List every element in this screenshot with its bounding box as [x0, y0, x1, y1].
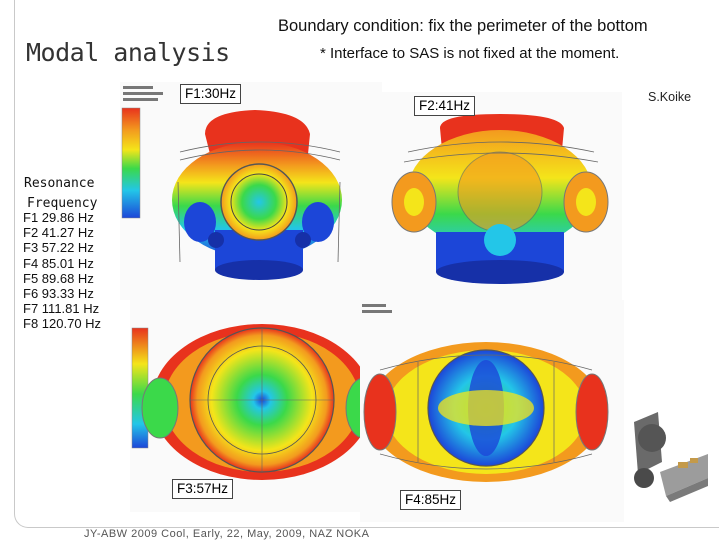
author-name: S.Koike: [648, 90, 692, 104]
frequency-list: F1 29.86 Hz F2 41.27 Hz F3 57.22 Hz F4 8…: [23, 210, 101, 332]
frequency-item: F5 89.68 Hz: [23, 270, 94, 286]
f2-mode-image: F2:41Hz: [380, 92, 622, 300]
slide-title: Modal analysis: [26, 38, 230, 67]
f4-mode-image: F4:85Hz: [360, 300, 624, 522]
f2-label: F2:41Hz: [414, 96, 476, 116]
interface-note: * Interface to SAS is not fixed at the m…: [320, 45, 620, 62]
resonance-heading-line2: Frequency: [27, 196, 98, 211]
f3-mode-image: F3:57Hz: [130, 298, 393, 512]
resonance-heading: Resonance Frequency: [24, 174, 97, 214]
f3-label: F3:57Hz: [172, 479, 234, 499]
f1-label: F1:30Hz: [180, 84, 242, 104]
frequency-item: F8 120.70 Hz: [23, 316, 102, 332]
f4-label: F4:85Hz: [400, 490, 462, 510]
frequency-item: F6 93.33 Hz: [23, 286, 94, 302]
resonance-heading-line1: Resonance: [24, 176, 95, 191]
frequency-item: F4 85.01 Hz: [23, 255, 94, 271]
cad-model-image: [630, 402, 708, 512]
frequency-item: F1 29.86 Hz: [23, 210, 94, 225]
frequency-item: F2 41.27 Hz: [23, 225, 94, 241]
f1-mode-image: F1:30Hz: [120, 82, 382, 300]
slide-frame: [14, 0, 719, 528]
footer-text: JY-ABW 2009 Cool, Early, 22, May, 2009, …: [84, 528, 370, 540]
frequency-item: F3 57.22 Hz: [23, 240, 94, 256]
boundary-condition-text: Boundary condition: fix the perimeter of…: [278, 17, 648, 35]
frequency-item: F7 111.81 Hz: [23, 301, 100, 317]
